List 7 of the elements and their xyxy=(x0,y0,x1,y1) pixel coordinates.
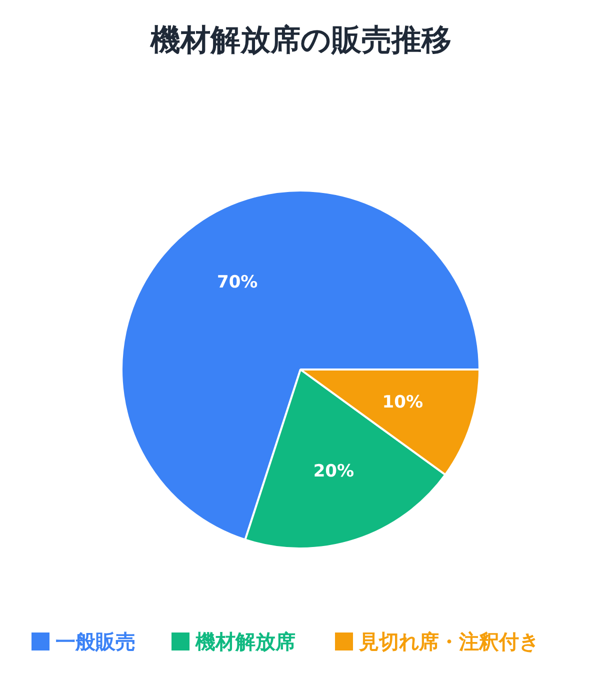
legend-label: 一般販売 xyxy=(56,630,136,654)
legend-label: 機材解放席 xyxy=(194,630,296,654)
chart-title: 機材解放席の販売推移 xyxy=(150,23,452,58)
data-label: 70% xyxy=(217,272,258,293)
legend-label: 見切れ席・注釈付き xyxy=(358,630,539,654)
data-label: 10% xyxy=(382,392,423,413)
data-label: 20% xyxy=(313,462,354,482)
